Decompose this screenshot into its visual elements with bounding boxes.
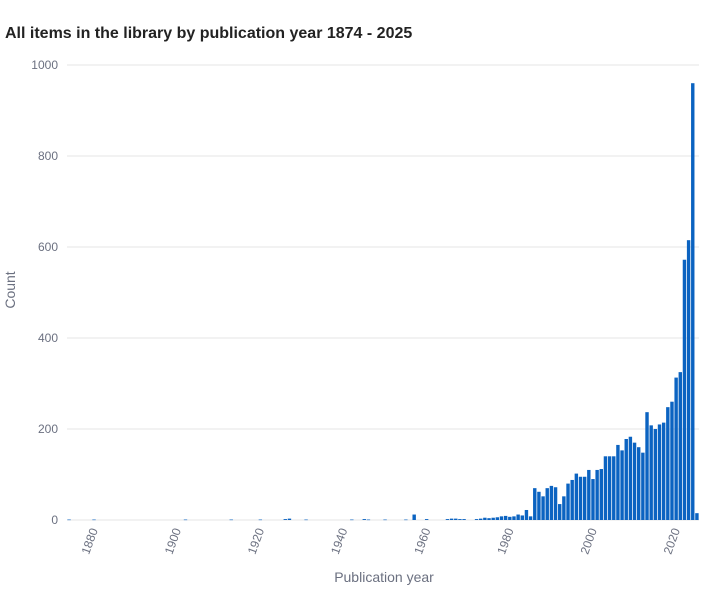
x-tick-label: 1920 — [245, 526, 267, 556]
bar[interactable] — [503, 515, 508, 520]
x-tick-label: 1980 — [494, 526, 516, 556]
bar[interactable] — [520, 515, 524, 520]
x-tick-label: 1900 — [162, 526, 184, 556]
bar[interactable] — [674, 377, 678, 520]
y-axis-label: Count — [2, 271, 18, 308]
bar[interactable] — [283, 519, 287, 520]
bar[interactable] — [524, 509, 529, 520]
y-axis-ticks: 0 200 400 600 800 1000 — [31, 58, 58, 527]
bar[interactable] — [657, 424, 662, 520]
bar[interactable] — [678, 372, 682, 521]
x-axis-ticks: 1880 1900 1920 1940 1960 1980 2000 2020 — [79, 526, 683, 556]
bar[interactable] — [570, 479, 574, 520]
y-tick-label: 400 — [38, 331, 58, 345]
bar[interactable] — [612, 456, 616, 520]
bar[interactable] — [691, 83, 695, 520]
bar[interactable] — [637, 447, 641, 520]
x-tick-label: 1880 — [79, 526, 101, 556]
bar[interactable] — [528, 516, 533, 520]
bar[interactable] — [412, 514, 416, 520]
bar[interactable] — [479, 518, 483, 520]
bar[interactable] — [495, 517, 500, 520]
bar[interactable] — [383, 519, 387, 521]
x-axis-label: Publication year — [334, 569, 434, 585]
bar[interactable] — [458, 519, 462, 520]
x-tick-label: 2020 — [661, 526, 683, 556]
bar[interactable] — [641, 452, 645, 520]
bar[interactable] — [666, 407, 670, 520]
bar[interactable] — [424, 519, 429, 520]
bar[interactable] — [366, 519, 371, 521]
bar[interactable] — [449, 518, 454, 520]
bar[interactable] — [628, 436, 633, 520]
bar[interactable] — [620, 450, 624, 520]
bar[interactable] — [499, 516, 504, 520]
bar[interactable] — [603, 456, 608, 520]
x-tick-label: 1940 — [328, 526, 350, 556]
bar[interactable] — [591, 479, 595, 520]
bar[interactable] — [553, 487, 558, 520]
bar[interactable] — [350, 519, 354, 521]
bar[interactable] — [682, 259, 687, 520]
bar[interactable] — [229, 519, 233, 521]
bar[interactable] — [483, 517, 487, 520]
bar[interactable] — [566, 483, 570, 520]
bar[interactable] — [404, 519, 408, 521]
bar[interactable] — [632, 442, 637, 520]
bar[interactable] — [304, 519, 308, 521]
x-tick-label: 1960 — [411, 526, 433, 556]
y-tick-label: 600 — [38, 240, 58, 254]
bar[interactable] — [616, 444, 620, 520]
bar[interactable] — [695, 513, 699, 520]
bar[interactable] — [92, 519, 96, 521]
bar[interactable] — [533, 488, 537, 520]
bar[interactable] — [445, 519, 450, 520]
bar[interactable] — [183, 519, 188, 521]
y-tick-label: 200 — [38, 422, 58, 436]
bar[interactable] — [587, 469, 591, 520]
bar[interactable] — [661, 422, 666, 520]
y-tick-label: 0 — [51, 513, 58, 527]
bar[interactable] — [508, 516, 512, 520]
bar[interactable] — [686, 240, 691, 520]
bar[interactable] — [574, 473, 579, 520]
bar[interactable] — [454, 518, 458, 520]
chart-title: All items in the library by publication … — [5, 25, 413, 42]
bar[interactable] — [624, 439, 628, 520]
bar[interactable] — [549, 485, 554, 521]
bar[interactable] — [537, 491, 541, 520]
bar[interactable] — [474, 519, 479, 520]
bar[interactable] — [287, 518, 292, 520]
bar[interactable] — [462, 519, 466, 520]
bar[interactable] — [653, 429, 658, 520]
bar[interactable] — [258, 519, 263, 521]
bar[interactable] — [516, 514, 520, 520]
bar[interactable] — [582, 476, 587, 520]
gridlines — [67, 64, 699, 521]
bar[interactable] — [67, 519, 71, 521]
y-tick-label: 1000 — [31, 58, 58, 72]
bars — [67, 83, 699, 521]
bar[interactable] — [541, 496, 545, 520]
bar[interactable] — [487, 518, 491, 520]
bar[interactable] — [558, 504, 562, 520]
bar[interactable] — [562, 496, 566, 520]
x-tick-label: 2000 — [578, 526, 600, 556]
bar[interactable] — [545, 488, 549, 520]
bar[interactable] — [670, 401, 674, 520]
bar[interactable] — [645, 412, 649, 520]
bar[interactable] — [512, 516, 516, 520]
bar[interactable] — [491, 517, 495, 520]
bar[interactable] — [578, 476, 583, 520]
bar[interactable] — [649, 425, 653, 520]
bar[interactable] — [362, 519, 366, 520]
y-tick-label: 800 — [38, 149, 58, 163]
bar[interactable] — [607, 456, 612, 520]
bar[interactable] — [599, 469, 603, 520]
bar[interactable] — [595, 469, 599, 520]
